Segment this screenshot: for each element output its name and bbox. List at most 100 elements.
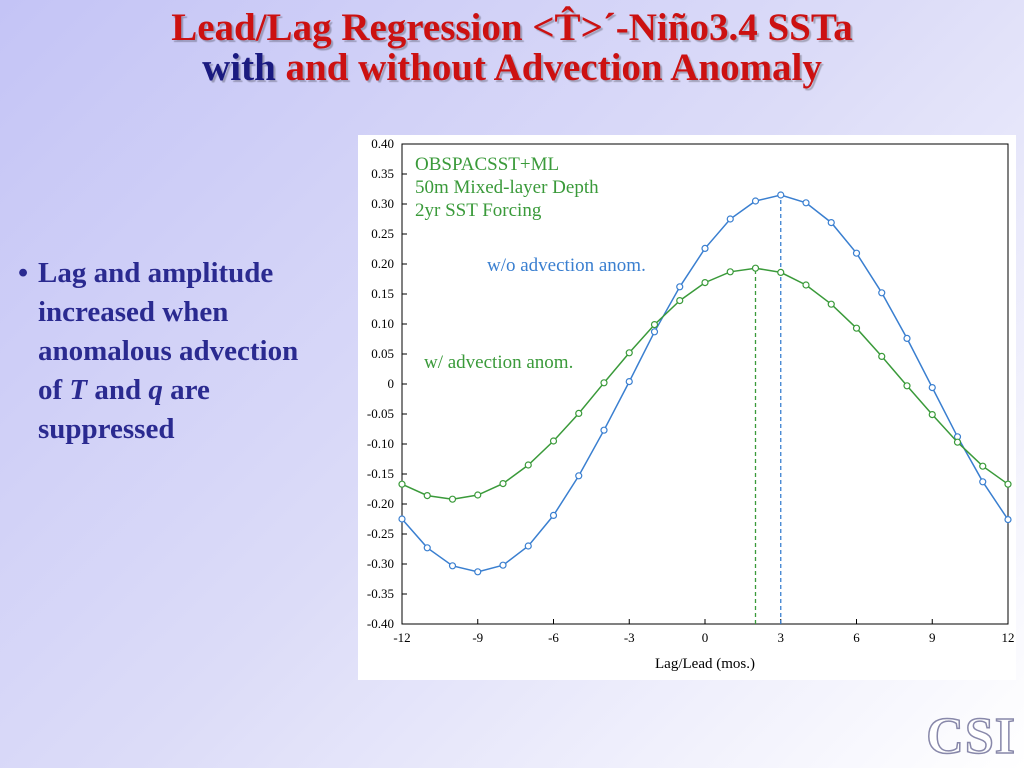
data-point <box>650 328 659 336</box>
data-point <box>398 480 406 488</box>
data-point <box>878 289 886 297</box>
data-point <box>928 411 936 419</box>
data-point <box>751 264 760 272</box>
data-point <box>499 480 507 488</box>
y-tick-label: 0.05 <box>371 346 394 361</box>
data-point <box>1004 480 1012 488</box>
data-point <box>549 437 558 445</box>
y-tick-label: -0.15 <box>367 466 394 481</box>
data-point <box>1004 516 1012 524</box>
y-tick-label: 0.30 <box>371 196 394 211</box>
x-tick-label: 3 <box>778 630 785 645</box>
data-point <box>852 249 861 257</box>
y-tick-label: -0.30 <box>367 556 394 571</box>
data-point <box>802 199 810 207</box>
y-tick-label: 0 <box>388 376 395 391</box>
data-point <box>777 268 785 276</box>
y-tick-label: -0.35 <box>367 586 394 601</box>
title-main-text: Lead/Lag Regression <T̂>´-Niño3.4 SSTa <box>171 6 853 49</box>
data-point <box>676 283 684 291</box>
data-point <box>575 472 583 480</box>
regression-chart: 0.40 0.35 0.30 0.25 0.20 0.15 0.10 0.05 0 -0.05 -0… <box>367 136 1015 672</box>
data-point <box>600 426 608 434</box>
annotation-text: OBSPACSST+ML <box>415 154 559 175</box>
series-label-with: w/ advection anom. <box>424 352 573 373</box>
data-point <box>549 511 558 519</box>
y-tick-label: 0.20 <box>371 256 394 271</box>
data-point <box>625 378 633 386</box>
data-point <box>726 268 734 276</box>
data-point <box>701 244 709 253</box>
x-axis-label: Lag/Lead (mos.) <box>655 656 755 672</box>
data-point <box>903 382 911 390</box>
data-point <box>448 562 457 570</box>
bullet-symbol-q: q <box>148 374 163 406</box>
data-point <box>751 197 760 205</box>
data-point <box>827 218 835 227</box>
data-point <box>474 491 482 499</box>
data-point <box>979 478 987 486</box>
bullet-text-a: Lag and amplitude increased when anomalo… <box>38 257 299 406</box>
y-tick-label: -0.40 <box>367 616 394 631</box>
data-point <box>928 384 936 392</box>
y-tick-label: -0.10 <box>367 436 394 451</box>
bullet-item: • Lag and amplitude increased when anoma… <box>18 254 318 449</box>
data-point <box>701 279 709 287</box>
x-tick-label: -9 <box>472 630 483 645</box>
title-with-text: with <box>202 46 276 89</box>
y-tick-label: -0.20 <box>367 496 394 511</box>
annotation-text: 50m Mixed-layer Depth <box>415 177 599 198</box>
x-tick-label: 9 <box>929 630 936 645</box>
y-tick-label: 0.10 <box>371 316 394 331</box>
title-and-without-text: and without <box>285 46 487 89</box>
bullet-list: • Lag and amplitude increased when anoma… <box>18 254 318 449</box>
data-point <box>448 495 457 503</box>
data-point <box>423 492 431 500</box>
data-point <box>777 191 785 199</box>
data-point <box>903 334 911 342</box>
title-advection-text: Advection Anomaly <box>493 46 822 89</box>
y-tick-label: 0.40 <box>371 136 394 151</box>
data-point <box>625 349 633 357</box>
data-point <box>423 544 431 552</box>
y-tick-label: 0.15 <box>371 286 394 301</box>
data-point <box>524 542 532 550</box>
bullet-text-b: and <box>87 374 149 406</box>
series-label-without: w/o advection anom. <box>487 255 646 276</box>
x-tick-label: -3 <box>624 630 635 645</box>
x-tick-label: 6 <box>853 630 860 645</box>
data-point <box>650 321 659 329</box>
x-tick-label: 0 <box>702 630 709 645</box>
title-line-1: Lead/Lag Regression <T̂>´-Niño3.4 SSTa <box>0 8 1024 48</box>
data-point <box>474 568 482 576</box>
data-point <box>802 281 810 289</box>
bullet-text: Lag and amplitude increased when anomalo… <box>38 254 318 449</box>
data-point <box>499 561 507 569</box>
y-tick-label: -0.25 <box>367 526 394 541</box>
data-point <box>524 461 532 469</box>
slide-title: Lead/Lag Regression <T̂>´-Niño3.4 SSTa w… <box>0 8 1024 88</box>
y-tick-label: 0.25 <box>371 226 394 241</box>
data-point <box>600 379 608 387</box>
bullet-symbol-t: T <box>69 374 88 406</box>
data-point <box>827 300 835 308</box>
x-tick-label: 12 <box>1002 630 1015 645</box>
bullet-dot: • <box>18 257 29 289</box>
csi-logo: CSI <box>926 707 1016 766</box>
y-tick-label: -0.05 <box>367 406 394 421</box>
data-point <box>726 215 734 223</box>
data-point <box>878 352 886 360</box>
data-point <box>953 438 962 446</box>
data-point <box>676 297 684 305</box>
y-tick-label: 0.35 <box>371 166 394 181</box>
title-line-2: with and without Advection Anomaly <box>0 48 1024 88</box>
x-tick-label: -6 <box>548 630 559 645</box>
data-point <box>979 462 987 470</box>
data-point <box>852 324 861 332</box>
x-tick-label: -12 <box>393 630 410 645</box>
data-point <box>398 515 406 523</box>
data-point <box>575 409 583 417</box>
chart-panel: 0.40 0.35 0.30 0.25 0.20 0.15 0.10 0.05 0 -0.05 -0… <box>358 135 1016 680</box>
bullet-text-c: are suppressed <box>38 374 210 445</box>
annotation-text: 2yr SST Forcing <box>415 200 542 221</box>
